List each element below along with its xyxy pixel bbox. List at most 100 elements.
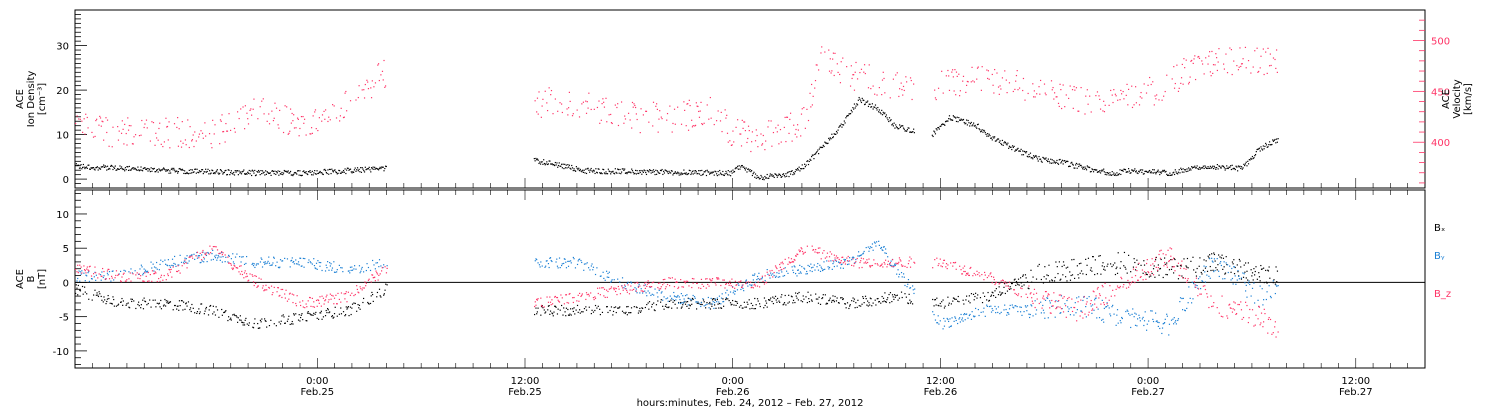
by-point xyxy=(726,289,728,291)
bz-point xyxy=(799,250,801,253)
density-point xyxy=(323,169,325,171)
bx-point xyxy=(169,301,172,303)
bx-point xyxy=(179,305,181,307)
density-point xyxy=(110,164,113,167)
density-point xyxy=(903,128,905,130)
by-point xyxy=(742,287,744,290)
bx-point xyxy=(534,313,536,316)
bz-point xyxy=(184,259,186,261)
density-point xyxy=(817,149,819,151)
by-point xyxy=(1220,261,1222,263)
velocity-point xyxy=(127,129,130,131)
velocity-point xyxy=(291,112,293,115)
density-point xyxy=(714,170,716,172)
bz-point xyxy=(973,272,975,275)
by-point xyxy=(174,263,176,265)
bx-point xyxy=(376,296,378,298)
velocity-point xyxy=(134,134,137,136)
density-point xyxy=(1121,169,1123,171)
density-point xyxy=(1139,169,1141,171)
density-point xyxy=(1159,173,1161,176)
bz-point xyxy=(796,253,798,255)
bx-point xyxy=(787,302,789,304)
velocity-point xyxy=(384,86,386,88)
density-point xyxy=(772,175,775,177)
velocity-point xyxy=(730,144,732,147)
density-point xyxy=(579,168,581,171)
density-point xyxy=(293,173,295,175)
bz-point xyxy=(580,295,582,298)
by-point xyxy=(76,280,78,282)
bx-point xyxy=(1112,264,1114,266)
by-point xyxy=(1164,322,1166,324)
by-point xyxy=(1272,280,1274,282)
density-point xyxy=(720,173,722,175)
bx-point xyxy=(353,302,355,304)
density-point xyxy=(1166,173,1168,175)
density-point xyxy=(818,148,820,150)
density-point xyxy=(881,109,883,111)
bz-point xyxy=(961,273,964,275)
by-point xyxy=(155,267,157,269)
velocity-point xyxy=(130,125,132,127)
velocity-point xyxy=(1182,83,1184,85)
density-point xyxy=(908,127,910,129)
by-point xyxy=(806,273,808,275)
density-point xyxy=(1214,167,1216,169)
by-point xyxy=(1042,309,1045,311)
by-point xyxy=(189,255,191,257)
velocity-point xyxy=(1266,72,1268,75)
velocity-point xyxy=(1078,110,1080,112)
density-point xyxy=(1240,166,1243,168)
bx-point xyxy=(606,306,608,308)
bz-point xyxy=(1042,295,1045,297)
bx-point xyxy=(1120,261,1122,263)
by-point xyxy=(883,246,885,248)
density-point xyxy=(221,171,223,173)
by-point xyxy=(1095,297,1097,299)
density-point xyxy=(691,172,693,174)
by-point xyxy=(118,273,120,275)
bx-point xyxy=(592,311,595,313)
density-point xyxy=(251,169,253,171)
bx-point xyxy=(1006,290,1009,292)
by-point xyxy=(84,280,86,282)
bx-point xyxy=(1031,281,1033,283)
by-point xyxy=(171,264,173,266)
bx-point xyxy=(932,298,934,301)
velocity-point xyxy=(598,100,600,102)
bz-point xyxy=(932,267,934,269)
bx-point xyxy=(159,306,161,308)
by-point xyxy=(1187,302,1189,304)
bx-point xyxy=(265,320,267,322)
density-point xyxy=(298,174,300,176)
bx-point xyxy=(1202,269,1204,272)
by-point xyxy=(991,307,993,310)
velocity-point xyxy=(778,143,780,145)
bx-point xyxy=(1247,279,1249,281)
bx-point xyxy=(240,319,242,321)
by-point xyxy=(1204,271,1206,273)
density-point xyxy=(1163,169,1166,171)
bz-point xyxy=(613,289,615,291)
bx-point xyxy=(1124,266,1126,268)
bx-point xyxy=(1231,261,1234,263)
bx-point xyxy=(200,303,202,305)
density-point xyxy=(140,166,142,168)
bx-point xyxy=(817,298,819,300)
velocity-point xyxy=(588,92,590,94)
bz-point xyxy=(955,268,957,270)
velocity-point xyxy=(958,73,960,75)
by-point xyxy=(175,265,177,268)
by-point xyxy=(1112,304,1114,306)
density-point xyxy=(209,173,211,175)
bx-point xyxy=(282,314,284,316)
bx-point xyxy=(769,299,771,301)
by-point xyxy=(974,315,976,317)
density-point xyxy=(747,168,750,170)
velocity-point xyxy=(977,66,979,68)
bx-point xyxy=(752,304,754,307)
density-point xyxy=(98,167,100,169)
bz-point xyxy=(205,254,207,256)
velocity-point xyxy=(868,64,870,66)
